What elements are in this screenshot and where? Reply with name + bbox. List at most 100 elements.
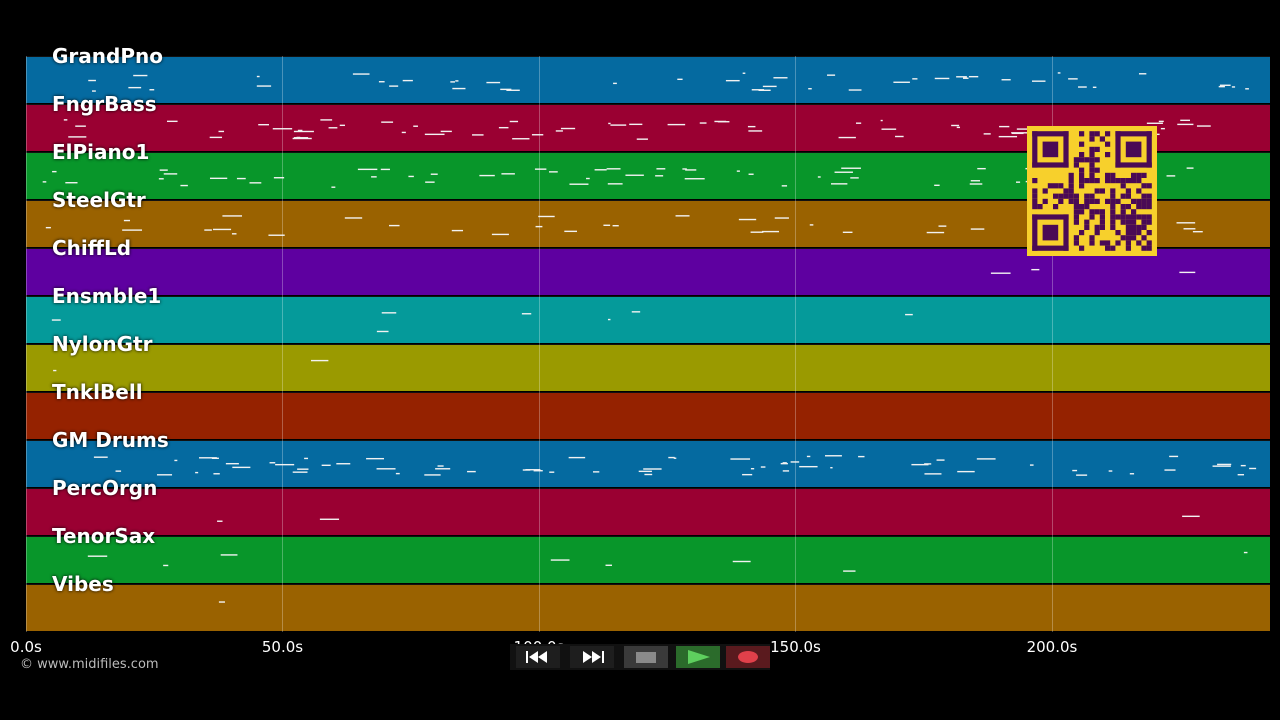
- qr-module: [1131, 235, 1137, 241]
- rewind-button[interactable]: [516, 646, 560, 668]
- midi-note: [963, 77, 969, 79]
- midi-note: [533, 470, 543, 472]
- midi-note: [211, 457, 219, 460]
- midi-note: [1192, 230, 1203, 233]
- midi-note: [607, 318, 611, 321]
- midi-note: [115, 470, 122, 472]
- track-row: [26, 440, 1270, 487]
- midi-note: [195, 471, 199, 474]
- midi-note: [452, 87, 466, 90]
- midi-note: [1217, 463, 1232, 466]
- note-lane: [63, 119, 1211, 140]
- midi-note: [521, 313, 532, 315]
- midi-note: [699, 122, 707, 124]
- midi-note: [331, 186, 336, 188]
- midi-note: [93, 456, 108, 458]
- midi-note: [682, 168, 687, 170]
- fast-forward-button[interactable]: [570, 646, 614, 668]
- midi-note: [684, 178, 705, 180]
- midi-note: [850, 177, 859, 179]
- qr-module: [1079, 209, 1085, 215]
- qr-module: [1105, 198, 1111, 204]
- qr-module: [1053, 183, 1059, 189]
- midi-note: [790, 461, 800, 463]
- midi-note: [736, 170, 740, 172]
- midi-note: [1076, 474, 1088, 476]
- midi-note: [1183, 228, 1196, 230]
- midi-note: [748, 173, 754, 175]
- midi-note: [610, 124, 627, 126]
- midi-note: [435, 468, 451, 470]
- qr-module: [1125, 188, 1131, 194]
- play-button[interactable]: [676, 646, 720, 668]
- midi-note: [344, 217, 363, 219]
- midi-note: [304, 457, 309, 460]
- midi-note: [936, 459, 945, 461]
- qr-module: [1146, 183, 1152, 189]
- midi-note: [968, 75, 979, 78]
- midi-note: [199, 457, 217, 459]
- midi-note: [549, 471, 555, 473]
- qr-module: [1110, 178, 1116, 184]
- midi-note: [437, 465, 444, 467]
- qr-module: [1141, 183, 1147, 189]
- midi-note: [336, 463, 351, 465]
- midi-note: [905, 313, 913, 316]
- qr-module: [1037, 204, 1043, 210]
- track-label: NylonGtr: [52, 332, 153, 356]
- midi-note: [204, 229, 212, 231]
- qr-module: [1136, 172, 1142, 178]
- qr-module: [1042, 198, 1048, 204]
- stop-button[interactable]: [624, 646, 668, 668]
- qr-module: [1089, 235, 1095, 241]
- qr-module: [1053, 193, 1059, 199]
- midi-note: [608, 122, 611, 125]
- qr-module: [1131, 219, 1137, 225]
- qr-module: [1136, 178, 1142, 184]
- midi-note: [509, 120, 519, 123]
- record-button[interactable]: [726, 646, 770, 668]
- midi-note: [1078, 86, 1087, 88]
- qr-module: [1125, 224, 1131, 230]
- midi-note: [538, 215, 555, 218]
- qr-code: [1027, 126, 1157, 256]
- qr-module: [1032, 131, 1038, 168]
- midi-note: [122, 229, 143, 231]
- qr-module: [1079, 230, 1085, 236]
- midi-note: [1031, 268, 1040, 271]
- midi-note: [133, 74, 148, 77]
- midi-note: [319, 518, 340, 520]
- midi-note: [217, 520, 223, 522]
- midi-note: [643, 468, 662, 470]
- midi-note: [275, 463, 295, 466]
- midi-note: [668, 456, 675, 459]
- qr-module: [1141, 235, 1147, 241]
- qr-module: [1120, 193, 1126, 199]
- midi-note: [163, 173, 178, 175]
- midi-note: [808, 88, 812, 90]
- midi-note: [569, 183, 589, 185]
- midi-note: [934, 77, 950, 80]
- midi-note: [1218, 85, 1225, 88]
- qr-module: [1146, 214, 1152, 220]
- qr-module: [1094, 178, 1100, 184]
- qr-module: [1089, 157, 1095, 163]
- track-label: TnklBell: [52, 380, 143, 404]
- qr-module: [1115, 178, 1121, 184]
- qr-module: [1146, 204, 1152, 210]
- midi-note: [924, 473, 942, 475]
- qr-module: [1089, 152, 1095, 158]
- track-label: ChiffLd: [52, 236, 132, 260]
- midi-note: [1072, 469, 1078, 472]
- time-tick-label: 200.0s: [1026, 638, 1078, 656]
- qr-module: [1058, 198, 1064, 204]
- midi-note: [781, 185, 788, 187]
- midi-note: [297, 468, 309, 470]
- midi-note: [293, 137, 309, 139]
- midi-note: [549, 171, 558, 173]
- midi-note: [525, 469, 541, 471]
- midi-note: [841, 167, 861, 169]
- midi-note: [231, 233, 237, 235]
- qr-module: [1131, 214, 1137, 220]
- qr-module: [1131, 172, 1137, 178]
